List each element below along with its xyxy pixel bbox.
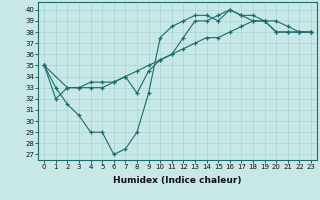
X-axis label: Humidex (Indice chaleur): Humidex (Indice chaleur) xyxy=(113,176,242,185)
